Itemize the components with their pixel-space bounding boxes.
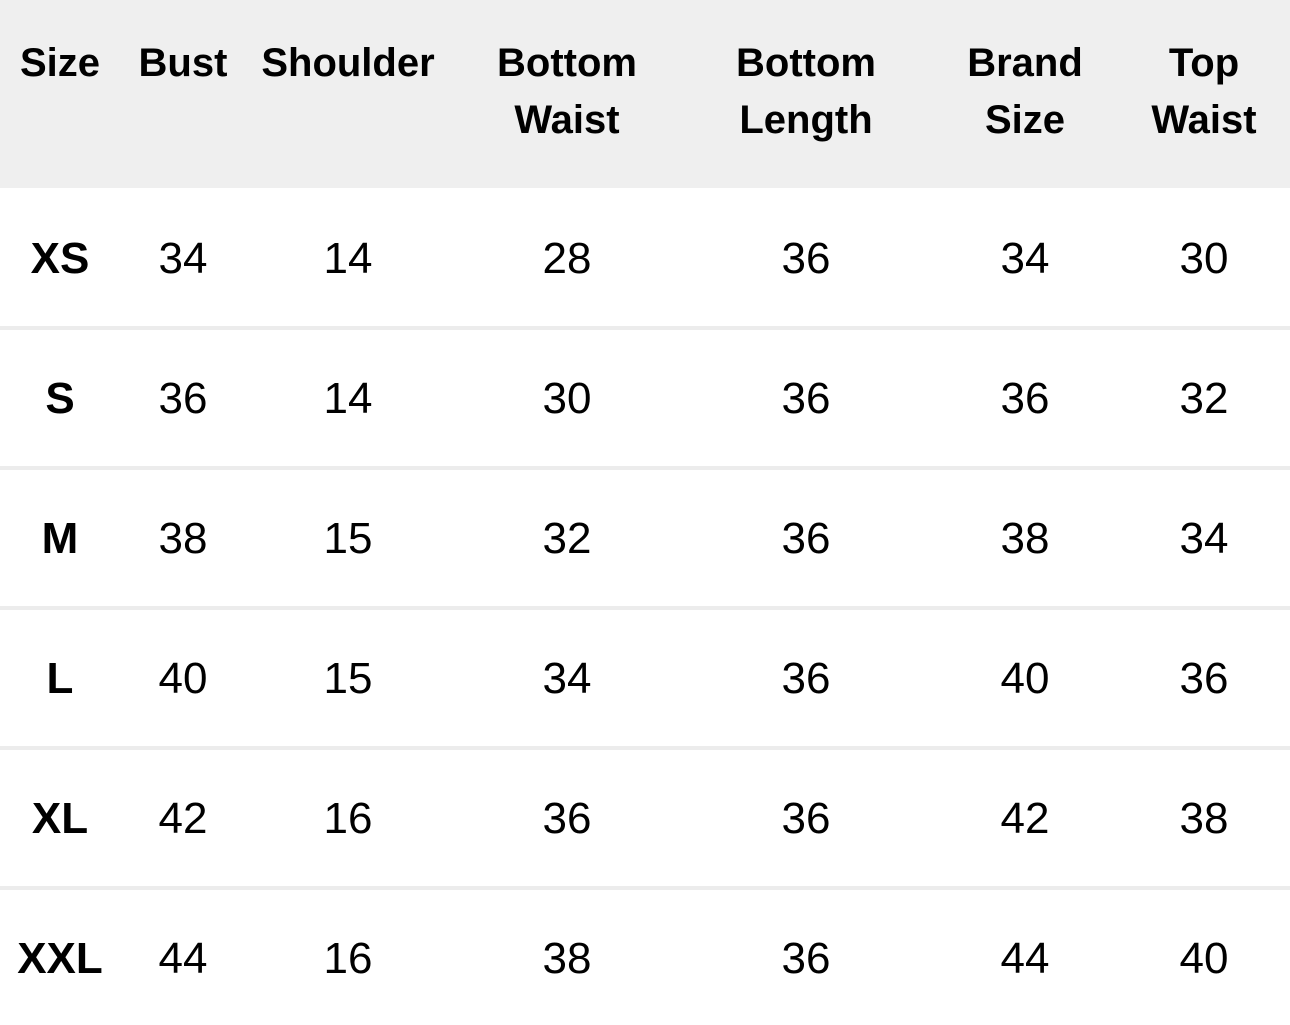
size-label: XL <box>31 794 89 843</box>
row-separator <box>0 886 1290 890</box>
column-header: Length <box>739 98 873 142</box>
measurement: 36 <box>542 794 592 843</box>
measurement: 36 <box>1000 374 1050 423</box>
measurement: 40 <box>1000 654 1050 703</box>
column-header: Shoulder <box>261 41 435 85</box>
measurement: 34 <box>1000 234 1050 283</box>
row-separator <box>0 466 1290 470</box>
measurement: 36 <box>781 234 831 283</box>
measurement: 36 <box>781 514 831 563</box>
measurement: 36 <box>781 794 831 843</box>
measurement: 14 <box>323 374 373 423</box>
row-separator <box>0 606 1290 610</box>
measurement: 14 <box>323 234 373 283</box>
size-label: XXL <box>17 934 103 983</box>
measurement: 44 <box>1000 934 1050 983</box>
measurement: 28 <box>542 234 592 283</box>
measurement: 36 <box>781 654 831 703</box>
row-separator <box>0 746 1290 750</box>
column-header: Brand <box>967 41 1083 85</box>
measurement: 16 <box>323 934 373 983</box>
measurement: 38 <box>1179 794 1229 843</box>
measurement: 42 <box>158 794 208 843</box>
measurement: 30 <box>1179 234 1229 283</box>
size-label: M <box>41 514 79 563</box>
column-header: Waist <box>1151 98 1257 142</box>
column-header: Top <box>1168 41 1240 85</box>
row-separator <box>0 326 1290 330</box>
measurement: 32 <box>1179 374 1229 423</box>
measurement: 34 <box>542 654 592 703</box>
measurement: 15 <box>323 514 373 563</box>
size-label: XS <box>30 234 90 283</box>
column-header: Size <box>984 98 1066 142</box>
measurement: 38 <box>542 934 592 983</box>
measurement: 38 <box>158 514 208 563</box>
column-header: Bottom <box>497 41 637 85</box>
table-header <box>0 0 1290 188</box>
measurement: 38 <box>1000 514 1050 563</box>
size-label: L <box>46 654 74 703</box>
column-header: Bust <box>138 41 228 85</box>
measurement: 36 <box>781 934 831 983</box>
column-header: Waist <box>514 98 620 142</box>
measurement: 15 <box>323 654 373 703</box>
measurement: 40 <box>158 654 208 703</box>
measurement: 16 <box>323 794 373 843</box>
measurement: 30 <box>542 374 592 423</box>
size-label: S <box>45 374 75 423</box>
column-header: Size <box>19 41 101 85</box>
column-header: Bottom <box>736 41 876 85</box>
measurement: 34 <box>158 234 208 283</box>
measurement: 36 <box>158 374 208 423</box>
measurement: 32 <box>542 514 592 563</box>
measurement: 42 <box>1000 794 1050 843</box>
measurement: 36 <box>781 374 831 423</box>
measurement: 34 <box>1179 514 1229 563</box>
measurement: 44 <box>158 934 208 983</box>
measurement: 36 <box>1179 654 1229 703</box>
measurement: 40 <box>1179 934 1229 983</box>
